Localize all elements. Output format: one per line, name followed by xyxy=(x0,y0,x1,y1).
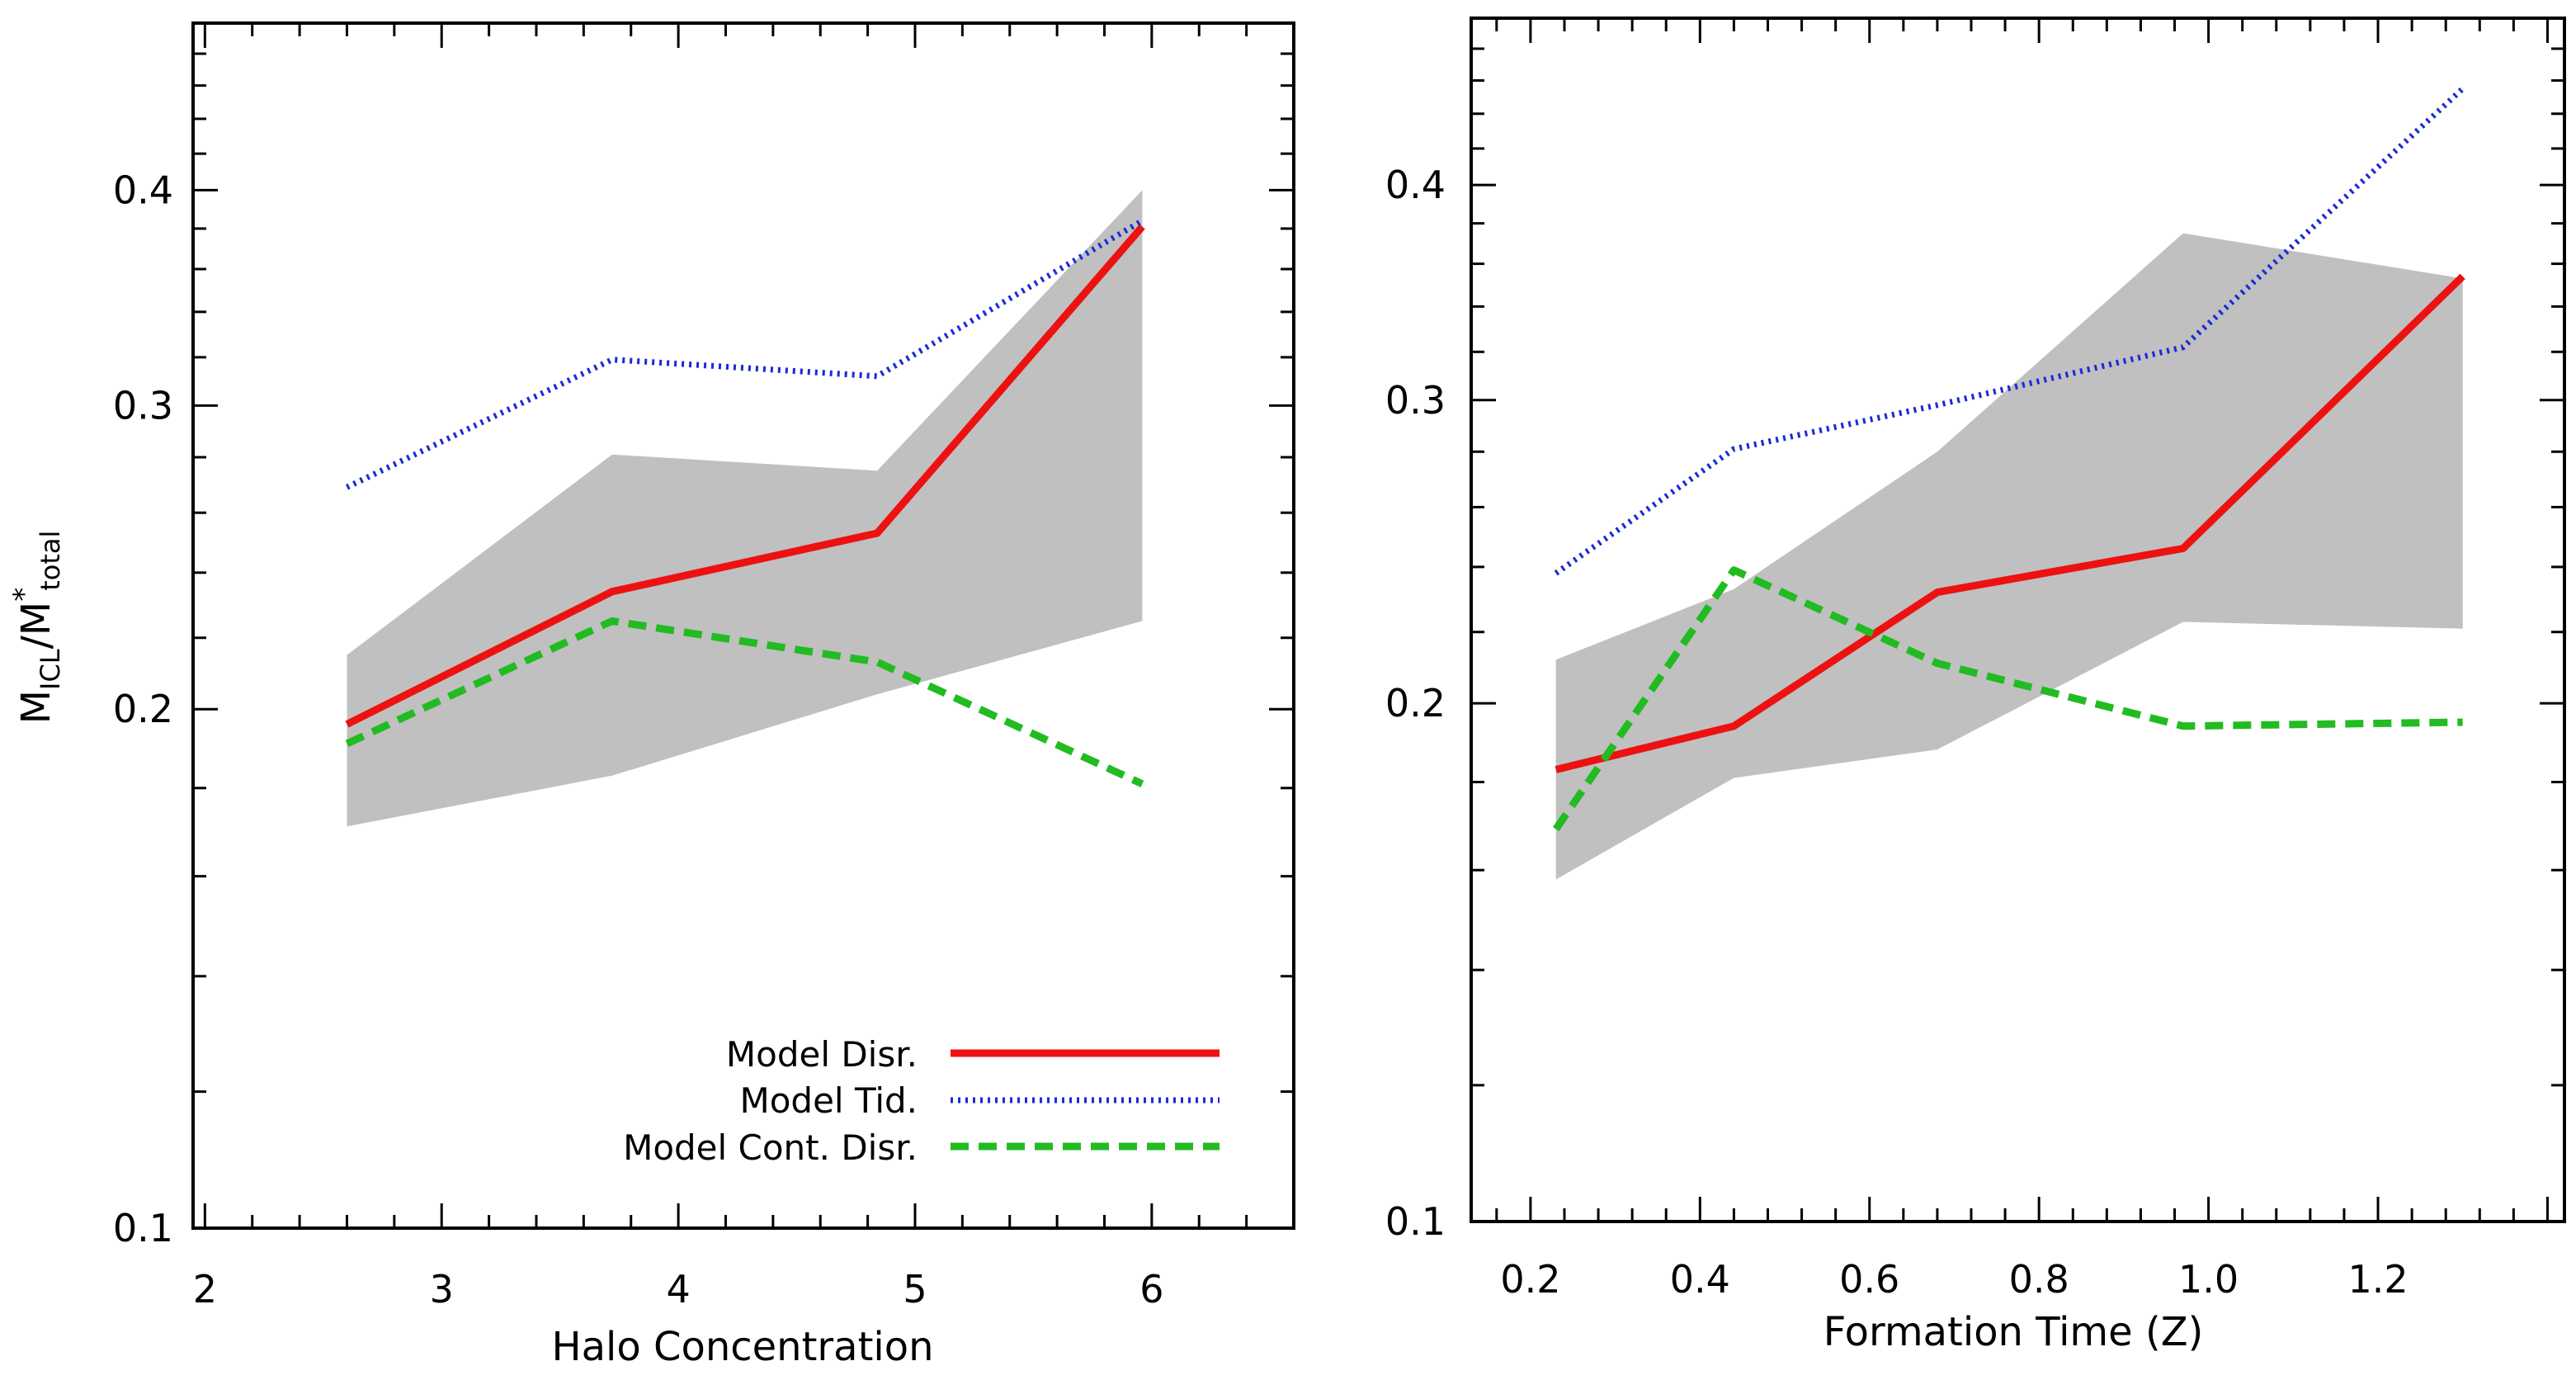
right-series-model-cont-disr xyxy=(1552,566,2463,832)
svg-text:MICL/M*total: MICL/M*total xyxy=(7,531,66,725)
right-y-tick-label: 0.4 xyxy=(1385,163,1446,207)
right-series-model-tid xyxy=(1554,86,2465,576)
right-y-tick-label: 0.2 xyxy=(1385,681,1446,725)
right-x-tick-label: 1.2 xyxy=(2347,1257,2408,1302)
left-x-tick-label: 6 xyxy=(1139,1267,1163,1311)
left-series-model-cont-disr xyxy=(345,617,1144,787)
right-x-tick-label: 0.6 xyxy=(1839,1257,1899,1302)
left-x-tick-label: 4 xyxy=(666,1267,690,1311)
left-series-model-disr xyxy=(345,224,1145,728)
right-x-axis-label: Formation Time (Z) xyxy=(1823,1309,2204,1355)
right-panel: 0.2 0.4 0.6 0.8 1.0 1.2 0.1 0.2 0.3 0.4 Formation… xyxy=(1385,17,2566,1355)
right-series-model-disr xyxy=(1555,273,2465,773)
right-x-tick-label: 1.0 xyxy=(2178,1257,2239,1302)
right-x-tick-label: 0.8 xyxy=(2009,1257,2069,1302)
y-label-slash-m: /M xyxy=(13,602,59,650)
legend-label-model-disr: Model Disr. xyxy=(726,1034,918,1075)
left-x-tick-label: 2 xyxy=(193,1267,217,1311)
left-x-tick-label: 5 xyxy=(903,1267,927,1311)
left-y-axis-label: MICL/M*total xyxy=(7,531,66,725)
y-label-sup-star: * xyxy=(7,588,40,602)
left-scatter-band xyxy=(347,190,1143,827)
legend: Model Disr. Model Tid. Model Cont. Disr. xyxy=(623,1034,1220,1168)
right-x-tick-label: 0.4 xyxy=(1670,1257,1730,1302)
legend-label-model-cont-disr: Model Cont. Disr. xyxy=(623,1127,918,1168)
right-y-tick-label: 0.3 xyxy=(1385,378,1446,423)
right-y-tick-label: 0.1 xyxy=(1385,1199,1446,1244)
left-series-model-tid xyxy=(345,218,1144,490)
right-x-tick-label: 0.2 xyxy=(1500,1257,1560,1302)
y-label-m: M xyxy=(13,690,59,724)
left-y-tick-label: 0.4 xyxy=(113,168,173,212)
right-plot-frame xyxy=(1470,17,2566,1223)
left-panel: 2 3 4 5 6 0.1 0.2 0.3 0.4 Halo Concentration MIC… xyxy=(7,21,1295,1370)
left-x-axis-label: Halo Concentration xyxy=(551,1324,933,1370)
left-y-tick-label: 0.1 xyxy=(113,1206,173,1250)
right-scatter-band xyxy=(1555,233,2463,880)
left-y-tick-label: 0.3 xyxy=(113,383,173,428)
left-y-tick-label: 0.2 xyxy=(113,687,173,731)
y-label-sub-total: total xyxy=(35,531,66,591)
legend-label-model-tid: Model Tid. xyxy=(740,1080,918,1121)
left-plot-frame xyxy=(191,21,1295,1230)
y-label-sub-icl: ICL xyxy=(35,649,66,690)
left-x-tick-label: 3 xyxy=(430,1267,454,1311)
